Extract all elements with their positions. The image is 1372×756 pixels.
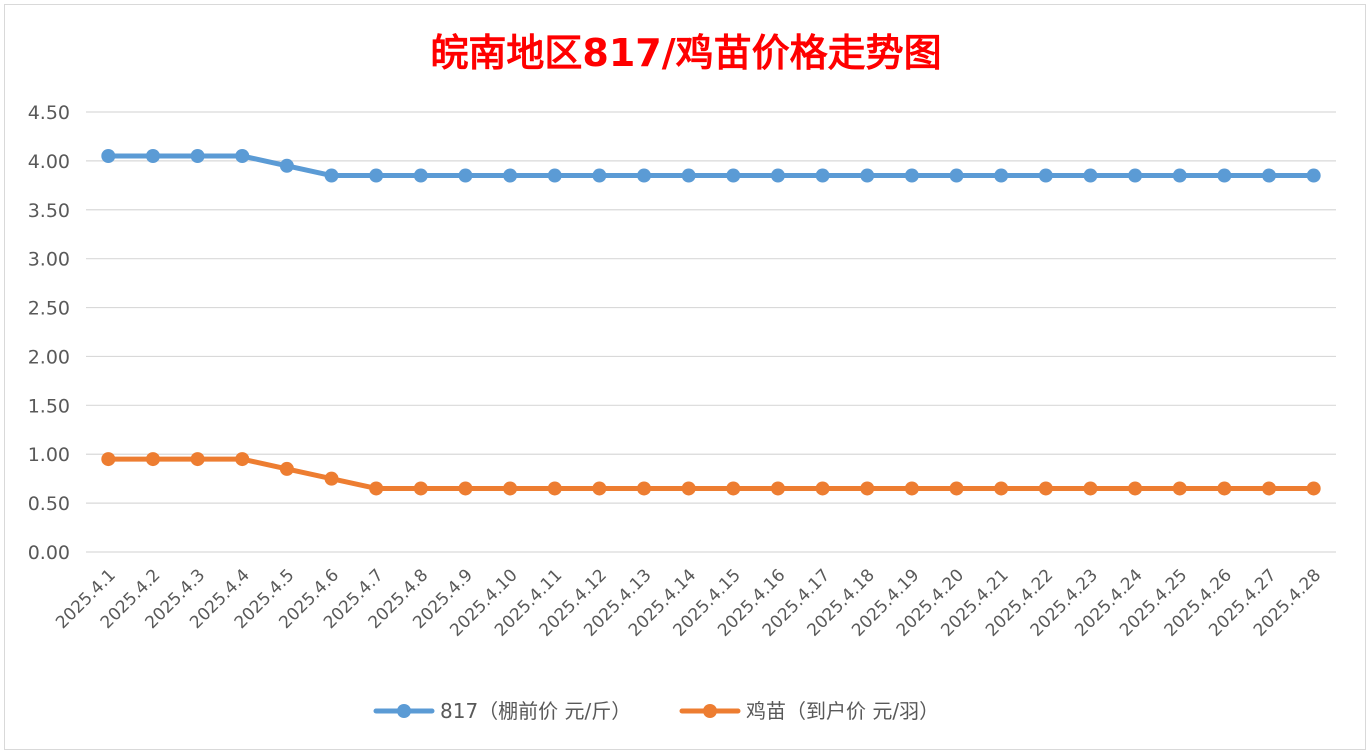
data-point: [1306, 481, 1321, 496]
series-2: [101, 452, 1321, 496]
data-point: [726, 168, 741, 183]
series-line: [105, 456, 1317, 491]
data-point: [279, 461, 294, 476]
data-point: [1306, 168, 1321, 183]
data-point: [1217, 168, 1232, 183]
data-point: [1217, 481, 1232, 496]
data-point: [949, 481, 964, 496]
data-point: [324, 168, 339, 183]
data-point: [1083, 481, 1098, 496]
data-point: [681, 168, 696, 183]
y-tick-label: 0.00: [28, 542, 70, 564]
data-point: [1038, 481, 1053, 496]
data-point: [369, 481, 384, 496]
data-point: [1262, 168, 1277, 183]
data-point: [994, 481, 1009, 496]
data-point: [235, 149, 250, 163]
legend-item-1: 817（棚前价 元/斤）: [373, 699, 631, 723]
data-point: [458, 168, 473, 183]
data-point: [101, 149, 116, 163]
data-point: [503, 481, 518, 496]
data-point: [726, 481, 741, 496]
data-point: [815, 481, 830, 496]
data-point: [1038, 168, 1053, 183]
data-point: [279, 158, 294, 173]
data-point: [458, 481, 473, 496]
data-point: [860, 168, 875, 183]
data-point: [637, 481, 652, 496]
series-line: [105, 153, 1317, 179]
data-point: [1083, 168, 1098, 183]
y-tick-label: 1.50: [28, 395, 70, 417]
y-tick-label: 1.00: [28, 444, 70, 466]
data-point: [815, 168, 830, 183]
legend-item-2: 鸡苗（到户价 元/羽）: [679, 699, 939, 723]
gridlines: [86, 111, 1336, 553]
data-point: [592, 168, 607, 183]
x-axis-ticks: 2025.4.12025.4.22025.4.32025.4.42025.4.5…: [52, 565, 1325, 640]
data-point: [547, 168, 562, 183]
data-point: [503, 168, 518, 183]
data-point: [1172, 168, 1187, 183]
data-point: [681, 481, 696, 496]
data-point: [101, 452, 116, 467]
data-point: [904, 481, 919, 496]
data-point: [637, 168, 652, 183]
data-point: [1262, 481, 1277, 496]
series-layer: [101, 149, 1321, 496]
y-axis-ticks: 0.00 0.50 1.00 1.50 2.00 2.50 3.00 3.50 4.00 4.50: [28, 102, 70, 564]
data-point: [860, 481, 875, 496]
data-point: [324, 471, 339, 486]
data-point: [145, 452, 160, 467]
y-tick-label: 4.50: [28, 102, 70, 124]
data-point: [904, 168, 919, 183]
y-tick-label: 4.00: [28, 151, 70, 173]
series-1: [101, 149, 1321, 183]
data-point: [413, 168, 428, 183]
data-point: [770, 168, 785, 183]
data-point: [770, 481, 785, 496]
y-tick-label: 2.00: [28, 346, 70, 368]
data-point: [949, 168, 964, 183]
y-tick-label: 2.50: [28, 298, 70, 320]
data-point: [547, 481, 562, 496]
y-tick-label: 3.00: [28, 249, 70, 271]
y-tick-label: 3.50: [28, 200, 70, 222]
legend-marker: [397, 704, 411, 718]
data-point: [190, 452, 205, 467]
data-point: [413, 481, 428, 496]
data-point: [1172, 481, 1187, 496]
chart-frame: [4, 4, 1366, 750]
legend-marker: [703, 704, 717, 718]
chart-title: 皖南地区817/鸡苗价格走势图: [430, 31, 942, 75]
y-tick-label: 0.50: [28, 493, 70, 515]
data-point: [994, 168, 1009, 183]
data-point: [145, 149, 160, 163]
data-point: [1128, 168, 1143, 183]
data-point: [190, 149, 205, 163]
legend-label: 817（棚前价 元/斤）: [440, 699, 631, 723]
legend: 817（棚前价 元/斤） 鸡苗（到户价 元/羽）: [373, 699, 939, 723]
data-point: [592, 481, 607, 496]
data-point: [369, 168, 384, 183]
data-point: [235, 452, 250, 467]
data-point: [1128, 481, 1143, 496]
legend-label: 鸡苗（到户价 元/羽）: [746, 699, 939, 723]
